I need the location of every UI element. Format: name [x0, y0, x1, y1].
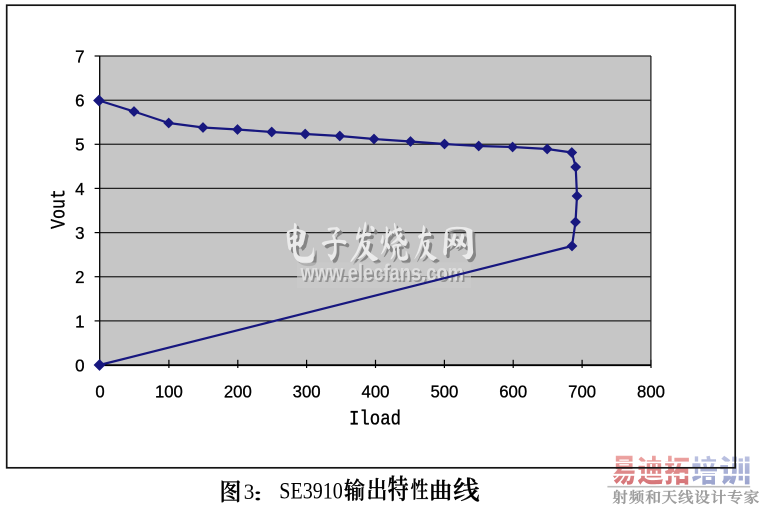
svg-text:SE3910: SE3910 [279, 479, 343, 504]
svg-text:3: 3 [244, 479, 255, 504]
svg-text:400: 400 [362, 382, 390, 402]
svg-text:0: 0 [75, 355, 85, 375]
svg-text:www.elecfans.com: www.elecfans.com [300, 260, 464, 286]
svg-text:100: 100 [155, 382, 183, 402]
svg-text:Vout: Vout [49, 189, 72, 229]
svg-text:0: 0 [95, 382, 104, 402]
svg-text:1: 1 [75, 311, 84, 331]
svg-text:2: 2 [75, 267, 84, 287]
svg-text:4: 4 [75, 179, 85, 199]
svg-text:3: 3 [75, 223, 85, 243]
svg-text:6: 6 [75, 91, 85, 111]
svg-text:500: 500 [430, 382, 458, 402]
svg-text:5: 5 [75, 135, 85, 155]
svg-text:200: 200 [224, 382, 252, 402]
svg-text:300: 300 [293, 382, 321, 402]
svg-text:7: 7 [75, 46, 84, 66]
svg-text:600: 600 [499, 382, 527, 402]
svg-text:www.elecfans.com: www.elecfans.com [301, 261, 465, 287]
svg-text:700: 700 [568, 382, 596, 402]
svg-text:Iload: Iload [349, 409, 401, 432]
svg-text:800: 800 [637, 382, 665, 402]
